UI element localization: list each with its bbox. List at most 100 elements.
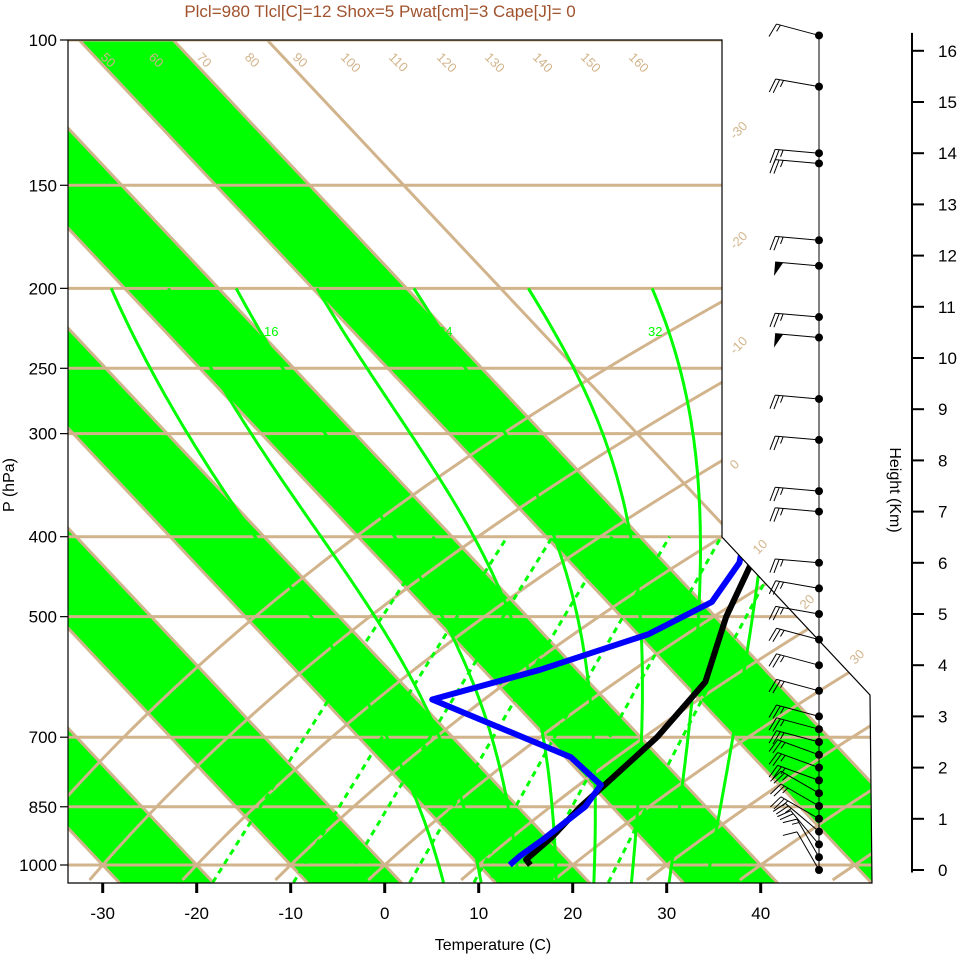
pressure-tick-label: 200 — [29, 279, 57, 298]
mixing-ratio-label: 8 — [490, 866, 497, 881]
isotherm-band — [68, 40, 778, 883]
wind-profile — [768, 23, 823, 874]
wind-barb-feather — [768, 580, 777, 595]
wind-barb-staff — [784, 802, 820, 832]
wind-barb-feather — [768, 679, 777, 693]
wind-barb-half-feather — [780, 508, 784, 516]
wind-barb-feather — [770, 770, 782, 782]
pressure-tick-label: 300 — [29, 425, 57, 444]
isotherm-label: 30 — [847, 646, 868, 667]
wind-barb-feather — [773, 785, 785, 797]
wind-barb-feather — [769, 149, 776, 164]
dry-adiabat — [68, 40, 872, 881]
moist-adiabat-label: 12 — [190, 324, 204, 339]
wind-barb-feather — [769, 507, 776, 522]
wind-barb-staff — [777, 752, 820, 769]
wind-barb-staff — [775, 394, 820, 400]
mixing-ratio-line — [530, 535, 723, 883]
wind-barb-half-feather — [779, 80, 784, 88]
mixing-ratio-line — [211, 535, 436, 883]
wind-barb-staff — [776, 23, 820, 36]
isotherm-label: 10 — [750, 536, 771, 557]
wind-barb-staff — [775, 605, 820, 615]
height-axis-title: Height (Km) — [886, 447, 903, 532]
wind-barb-half-feather — [780, 436, 784, 444]
height-tick-label: 4 — [938, 656, 947, 675]
wind-barb-staff — [775, 261, 820, 267]
wind-barb-feather — [773, 436, 780, 451]
x-tick-label: 0 — [380, 904, 389, 923]
wind-barb-half-feather — [791, 822, 800, 825]
wind-barb-feather — [772, 628, 781, 642]
wind-barb-feather — [773, 149, 780, 164]
isotherm-label: -10 — [727, 333, 751, 357]
wind-barb-feather — [772, 680, 781, 694]
x-tick-label: -10 — [278, 904, 303, 923]
isotherm-line — [68, 40, 591, 883]
wind-barb-half-feather — [780, 630, 785, 637]
plot-border — [67, 39, 873, 884]
wind-barb-staff — [776, 678, 820, 692]
pressure-tick-label: 1000 — [19, 856, 57, 875]
wind-barb-feather — [769, 394, 776, 409]
wind-barb-half-feather — [780, 160, 784, 168]
series-dewpoint-line — [429, 40, 872, 868]
height-tick-label: 11 — [938, 298, 956, 317]
wind-barb-staff — [775, 235, 820, 241]
wind-barb-staff — [796, 831, 820, 871]
pressure-tick-label: 700 — [29, 728, 57, 747]
wind-barb-feather — [773, 772, 785, 784]
wind-barb-feather — [768, 23, 777, 37]
height-tick-label: 15 — [938, 93, 957, 112]
x-axis: -30 -20 -10 0 10 20 30 40 — [90, 883, 770, 923]
moist-adiabat — [167, 287, 483, 883]
isotherm-line — [266, 40, 872, 883]
isotherm-line — [68, 40, 497, 883]
wind-barb-feather — [773, 487, 780, 502]
wind-barb-feather — [768, 653, 777, 667]
wind-barb-half-feather — [779, 581, 784, 589]
wind-barb-staff — [775, 558, 820, 564]
x-tick-label: -30 — [90, 904, 115, 923]
wind-barb-half-feather — [780, 706, 785, 714]
x-tick-label: 40 — [751, 904, 770, 923]
wind-barb-half-feather — [780, 487, 784, 495]
wind-barb-feather — [768, 627, 777, 641]
moist-adiabat-label: 24 — [438, 324, 452, 339]
pressure-tick-label: 500 — [29, 608, 57, 627]
wind-barb-feather — [773, 313, 780, 328]
wind-barb-staff — [775, 507, 820, 513]
isotherm-label: 20 — [797, 591, 818, 612]
mixing-ratio-line — [292, 535, 509, 883]
isotherm-line — [68, 40, 403, 883]
height-tick-label: 6 — [938, 554, 947, 573]
height-tick-label: 3 — [938, 707, 947, 726]
wind-barb-feather — [770, 783, 782, 795]
wind-barb-half-feather — [782, 774, 789, 781]
wind-barb-feather — [772, 606, 781, 621]
wind-barb-half-feather — [780, 149, 784, 158]
wind-barb-staff — [780, 796, 820, 820]
wind-barb-staff — [796, 818, 820, 858]
x-tick-label: 30 — [657, 904, 676, 923]
x-tick-label: 20 — [563, 904, 582, 923]
wind-barb-half-feather — [780, 559, 784, 567]
wind-barb-staff — [780, 783, 820, 807]
wind-barb-feather — [773, 798, 785, 810]
moist-adiabat-label: 32 — [648, 324, 662, 339]
mixing-ratio-line — [606, 535, 791, 883]
wind-barb-staff — [775, 486, 820, 492]
wind-barb-half-feather — [780, 681, 785, 688]
moist-adiabat — [412, 287, 597, 883]
wind-barb-feather — [768, 717, 777, 731]
wind-barb-feather — [768, 78, 777, 93]
wind-barb-half-feather — [776, 24, 781, 32]
wind-barb-feather — [772, 718, 781, 732]
wind-barb-feather — [772, 740, 782, 754]
wind-barb-feather — [769, 313, 776, 327]
wind-barb-feather — [772, 654, 781, 668]
wind-barb-feather — [768, 606, 777, 620]
wind-barb-feather — [768, 765, 779, 778]
